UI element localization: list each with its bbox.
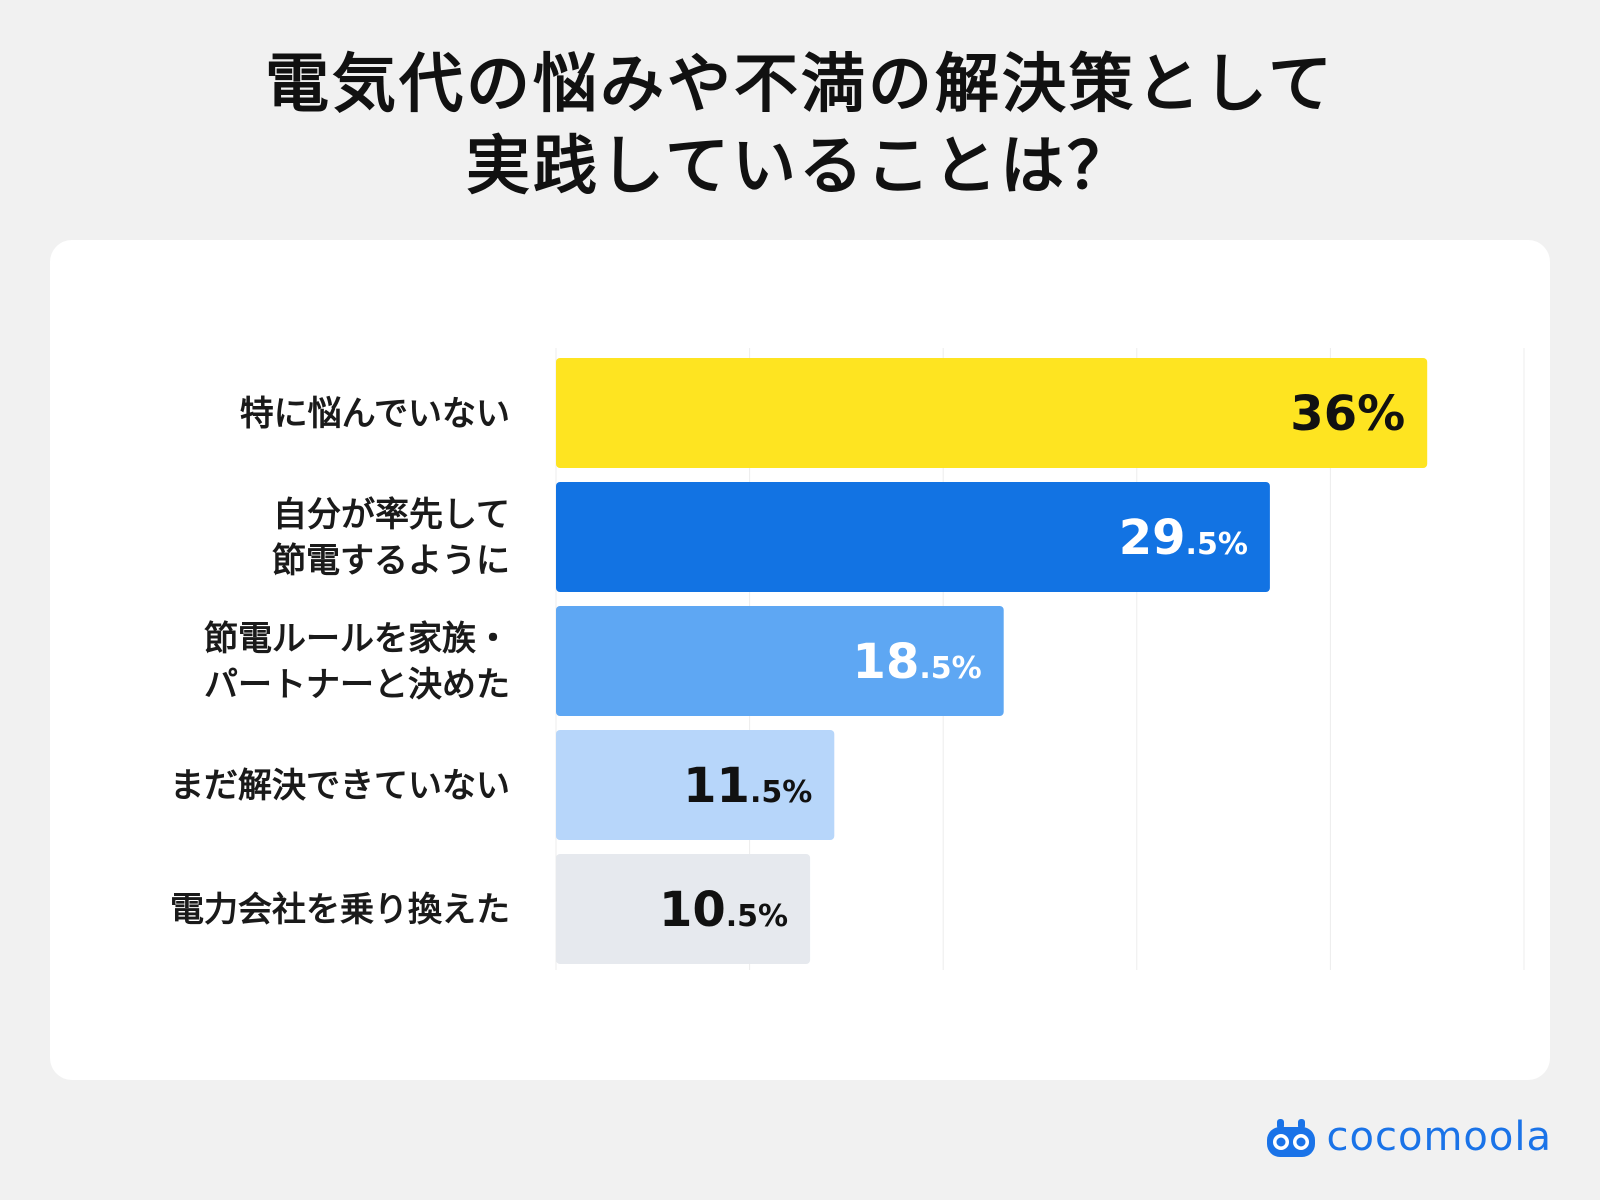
brand-logo: cocomoola: [1265, 1112, 1552, 1162]
chart-title: 電気代の悩みや不満の解決策として 実践していることは？: [0, 44, 1600, 208]
brand-name: cocomoola: [1326, 1114, 1552, 1160]
data-label: 10.5%: [659, 882, 788, 938]
bar: [556, 482, 1270, 592]
data-label-sub: .5%: [919, 651, 981, 686]
data-label: 36%: [1290, 386, 1405, 442]
data-label-main: 10: [659, 882, 726, 938]
category-label-line: 特に悩んでいない: [240, 394, 510, 434]
chart-card: 特に悩んでいない 36% 自分が率先して節電するように 29.5% 節電ルールを家族・パ…: [50, 240, 1550, 1080]
data-label: 18.5%: [853, 634, 982, 690]
data-label-main: 29: [1119, 510, 1186, 566]
category-label-line: 電力会社を乗り換えた: [170, 890, 510, 930]
bar: [556, 730, 835, 840]
category-label-line: パートナーと決めた: [204, 665, 510, 705]
category-label: 特に悩んでいない: [240, 394, 510, 434]
data-label-sub: .5%: [726, 899, 788, 934]
bar: [556, 358, 1428, 468]
data-label-sub: %: [1357, 386, 1405, 442]
data-label-sub: .5%: [750, 775, 812, 810]
bar: [556, 606, 1004, 716]
bar: [556, 854, 811, 964]
category-label: 自分が率先して節電するように: [272, 495, 510, 581]
data-label-main: 18: [853, 634, 920, 690]
data-label: 29.5%: [1119, 510, 1248, 566]
bar-chart: 特に悩んでいない 36%自分が率先して節電するように 29.5%節電ルールを家族・パ…: [170, 348, 1525, 970]
data-label-sub: .5%: [1186, 527, 1248, 562]
category-label: 電力会社を乗り換えた: [170, 890, 510, 930]
category-label: まだ解決できていない: [170, 766, 510, 806]
title-line-1: 電気代の悩みや不満の解決策として: [264, 48, 1336, 122]
category-label-line: まだ解決できていない: [170, 766, 510, 806]
category-label: 節電ルールを家族・パートナーと決めた: [204, 619, 510, 705]
data-label-main: 36: [1290, 386, 1357, 442]
data-label: 11.5%: [683, 758, 812, 814]
title-line-2: 実践していることは？: [465, 130, 1135, 204]
category-label-line: 自分が率先して: [273, 495, 510, 535]
data-label-main: 11: [683, 758, 750, 814]
cocomoola-logo-icon: [1266, 1119, 1315, 1157]
category-label-line: 節電ルールを家族・: [204, 619, 510, 659]
category-label-line: 節電するように: [272, 541, 510, 581]
